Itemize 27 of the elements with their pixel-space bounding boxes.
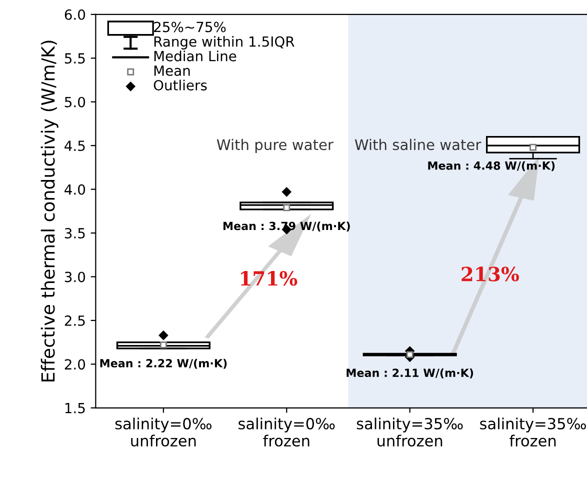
annotation: 25%~75%: [154, 22, 226, 32]
y-tick-label: 3.0: [64, 272, 86, 282]
y-tick-label: 5.5: [64, 53, 85, 64]
y-tick-label: 4.0: [64, 184, 86, 195]
x-tick-label: salinity=35‰ unfrozen: [356, 418, 463, 447]
annotation: Median Line: [154, 50, 236, 62]
annotation: With pure water: [216, 138, 334, 153]
annotation: Mean: [154, 66, 190, 76]
y-tick-label: 1.5: [65, 403, 85, 414]
y-tick-label: 3.5: [64, 228, 85, 238]
annotation: Mean : 4.48 W/(m·K): [428, 161, 555, 172]
annotation: 171%: [241, 271, 298, 286]
y-tick-label: 5.0: [64, 96, 86, 108]
annotation: Mean : 2.22 W/(m·K): [100, 358, 227, 369]
y-tick-label: 2.5: [64, 315, 85, 326]
x-tick-label: salinity=0‰ frozen: [238, 418, 335, 447]
y-axis-title: Effective thermal conductiviy (W/m/K): [40, 40, 58, 382]
annotation: Range within 1.5IQR: [154, 36, 294, 50]
annotation: 213%: [462, 266, 519, 282]
y-tick-label: 4.5: [64, 140, 85, 152]
x-tick-label: salinity=35‰ frozen: [480, 418, 586, 447]
annotation: Outliers: [154, 80, 207, 90]
annotation: Mean : 2.11 W/(m·K): [346, 368, 474, 378]
annotation: With saline water: [354, 138, 482, 150]
x-tick-label: salinity=0‰ unfrozen: [115, 418, 212, 447]
y-tick-label: 2.0: [64, 359, 86, 370]
y-tick-label: 6.0: [64, 9, 86, 20]
